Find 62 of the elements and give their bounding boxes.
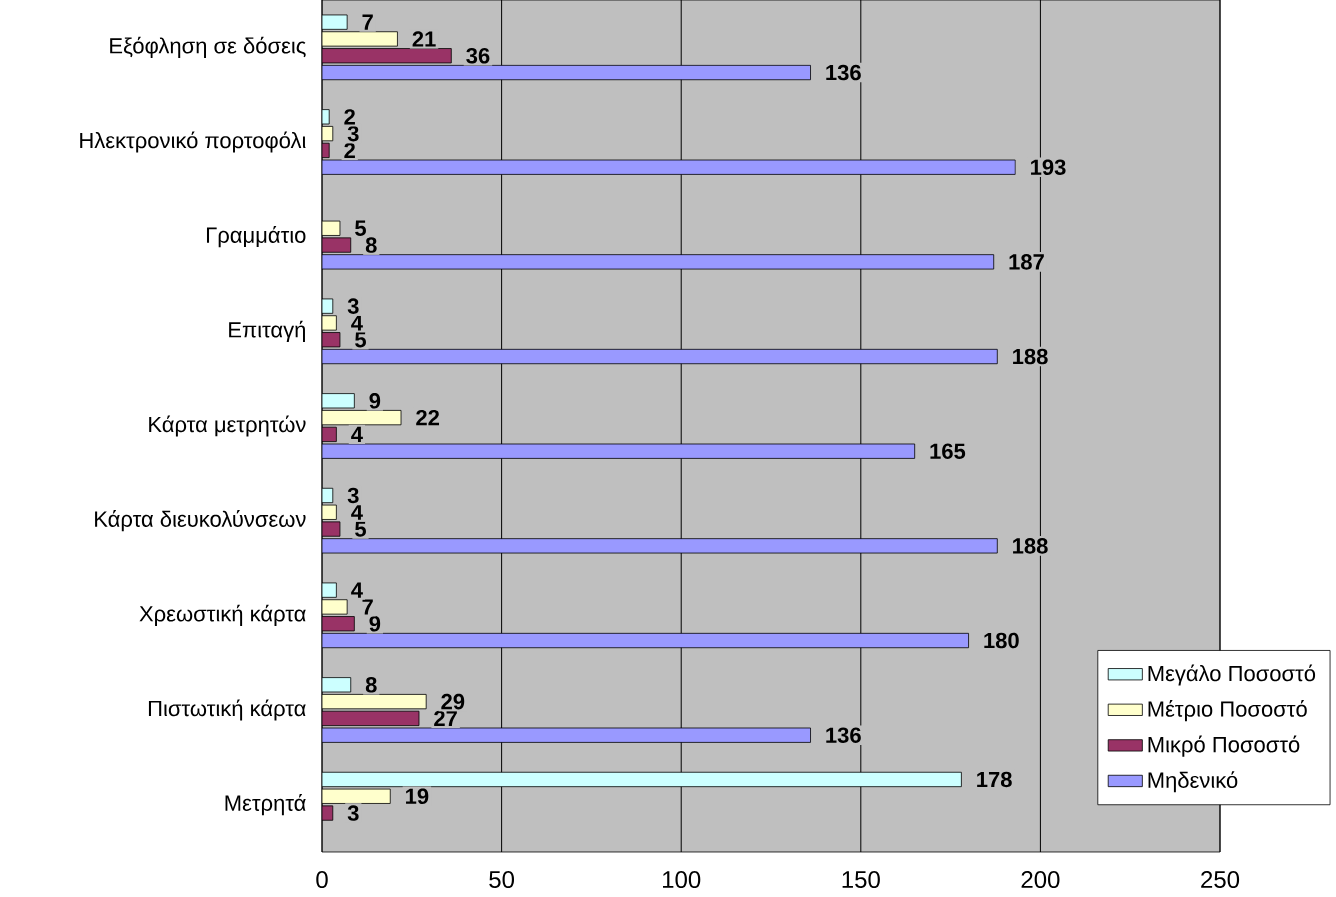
data-label: 5 [355, 521, 366, 537]
data-label: 3 [347, 805, 359, 821]
data-label: 5 [355, 332, 366, 348]
data-label: 22 [416, 409, 440, 426]
data-label: 27 [434, 710, 457, 727]
y-tick-label: Πιστωτική κάρτα [148, 699, 306, 721]
bar [322, 443, 916, 459]
data-label: 8 [365, 677, 377, 693]
data-label: 180 [984, 632, 1019, 649]
data-label: 193 [1031, 159, 1066, 176]
x-tick-label: 100 [663, 871, 701, 889]
y-tick-label: Μετρητά [225, 794, 306, 816]
data-label: 8 [365, 237, 377, 253]
legend-label: Μέτριο Ποσοστό [1148, 700, 1307, 722]
bar [322, 771, 962, 788]
legend-label: Μηδενικό [1148, 771, 1238, 793]
data-label: 136 [826, 64, 861, 81]
data-label: 2 [344, 142, 355, 159]
data-label: 7 [362, 599, 373, 615]
x-tick-label: 250 [1201, 871, 1240, 889]
y-tick-label: Κάρτα μετρητών [149, 415, 306, 437]
data-label: 5 [355, 220, 366, 236]
data-label: 29 [441, 693, 465, 710]
data-label: 21 [412, 31, 436, 47]
data-label: 4 [351, 426, 363, 442]
data-label: 188 [1013, 538, 1048, 554]
y-tick-label: Εξόφληση σε δόσεις [110, 36, 306, 58]
bar [322, 632, 969, 649]
data-label: 4 [351, 315, 363, 331]
data-label: 7 [362, 14, 373, 30]
data-label: 9 [369, 393, 381, 409]
x-tick-label: 0 [316, 871, 328, 889]
data-label: 165 [930, 443, 966, 459]
data-label: 188 [1013, 348, 1048, 365]
legend-label: Μεγάλο Ποσοστό [1148, 664, 1316, 686]
bar [322, 727, 811, 743]
x-tick-label: 200 [1021, 871, 1060, 889]
y-tick-label: Γραμμάτιο [206, 226, 306, 248]
data-label: 3 [347, 298, 359, 314]
data-label: 187 [1009, 254, 1044, 270]
y-tick-label: Κάρτα διευκολύνσεων [95, 510, 306, 532]
data-label: 3 [347, 125, 359, 142]
bar [322, 159, 1016, 175]
data-label: 4 [351, 582, 363, 598]
data-label: 2 [344, 109, 355, 125]
data-label: 136 [826, 727, 861, 744]
data-label: 4 [351, 504, 363, 520]
data-label: 36 [466, 47, 490, 64]
data-label: 178 [977, 771, 1012, 788]
data-label: 3 [347, 487, 359, 504]
bar [322, 538, 998, 554]
bar [322, 64, 811, 81]
bar [322, 254, 995, 270]
bar [322, 348, 998, 365]
x-tick-label: 50 [489, 871, 515, 889]
legend-label: Μικρό Ποσοστό [1148, 735, 1300, 757]
data-label: 19 [406, 788, 429, 805]
y-tick-label: Χρεωστική κάρτα [139, 604, 306, 626]
y-tick-label: Ηλεκτρονικό πορτοφόλι [80, 131, 306, 153]
x-tick-label: 150 [842, 871, 880, 889]
data-label: 9 [369, 615, 381, 632]
y-tick-label: Επιταγή [229, 320, 305, 342]
